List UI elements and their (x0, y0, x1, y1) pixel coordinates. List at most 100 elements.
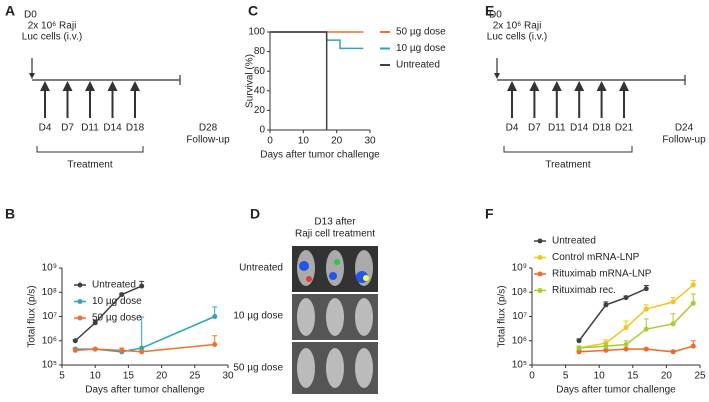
y-tick-label: 20 (254, 105, 266, 116)
data-point (92, 320, 98, 326)
x-tick-label: 20 (156, 371, 168, 382)
data-point (119, 292, 125, 298)
data-point (72, 338, 78, 344)
y-tick-label: 10⁶ (42, 335, 57, 346)
start-label: D0 (489, 10, 502, 21)
legend-marker (537, 238, 543, 244)
bracket-label: Treatment (67, 160, 112, 171)
series-line (74, 285, 142, 342)
cells-label: Luc cells (i.v.) (487, 32, 547, 43)
y-axis-label: Total flux (p/s) (497, 285, 508, 347)
data-point (139, 345, 145, 351)
error-bar (139, 316, 145, 349)
legend-label: Rituximab mRNA-LNP (552, 269, 652, 280)
data-point (690, 282, 696, 288)
legend-label: 50 µg dose (396, 27, 446, 38)
data-point (603, 347, 609, 353)
legend-marker (537, 288, 543, 293)
y-tick-label: 10⁵ (512, 360, 527, 371)
y-tick-label: 10⁵ (42, 360, 57, 371)
data-point (670, 349, 676, 355)
x-tick-label: 10 (594, 371, 606, 382)
x-tick-label: 25 (694, 371, 706, 382)
series-line (578, 284, 694, 349)
y-tick-label: 10⁹ (42, 263, 57, 274)
x-tick-label: 25 (189, 371, 201, 382)
day-label: D14 (103, 123, 122, 134)
data-point (643, 346, 649, 352)
x-tick-label: 10 (90, 371, 102, 382)
legend-marker (77, 299, 83, 304)
y-tick-label: 40 (254, 85, 266, 96)
bracket (36, 146, 144, 153)
data-point (670, 299, 676, 305)
imaging-title: D13 after (314, 217, 356, 228)
data-point (670, 321, 676, 327)
x-tick-label: 15 (627, 371, 639, 382)
imaging-title: Raji cell treatment (295, 229, 375, 240)
panel-label: C (248, 3, 258, 19)
data-point (603, 343, 609, 349)
cells-label: Luc cells (i.v.) (22, 32, 82, 43)
series-line (578, 288, 647, 342)
panel-label: F (485, 206, 494, 222)
y-tick-label: 100 (248, 27, 265, 38)
imaging-row-label: 10 µg dose (233, 311, 283, 322)
x-tick-label: 30 (222, 371, 234, 382)
x-tick-label: 15 (123, 371, 135, 382)
y-axis-label: Survival (%) (245, 54, 256, 108)
day-label: D18 (592, 123, 611, 134)
panel-label: D (250, 206, 260, 222)
data-point (690, 300, 696, 306)
bracket-label: Treatment (545, 160, 590, 171)
data-point (623, 346, 629, 352)
x-tick-label: 10 (298, 136, 310, 147)
legend-label: Untreated (92, 280, 136, 291)
series-line (270, 31, 328, 130)
data-point (212, 314, 218, 319)
bracket (503, 146, 633, 153)
y-tick-label: 10⁸ (512, 287, 527, 298)
panel-label: E (485, 3, 494, 19)
legend-marker (537, 255, 543, 260)
imaging-row-label: 50 µg dose (233, 363, 283, 374)
legend-label: 10 µg dose (396, 43, 446, 54)
x-axis-label: Days after tumor challenge (556, 385, 676, 396)
series-line (270, 31, 364, 50)
x-axis-label: Days after tumor challenge (260, 150, 380, 161)
y-tick-label: 10⁷ (512, 311, 527, 322)
legend-label: Untreated (396, 60, 440, 71)
imaging-panel (292, 246, 378, 394)
data-point (576, 338, 582, 344)
data-point (119, 347, 125, 353)
day-label: D4 (39, 123, 52, 134)
legend-marker (537, 271, 543, 277)
day-label: D11 (81, 123, 99, 134)
y-tick-label: 10⁷ (42, 311, 57, 322)
panel-label: A (5, 3, 15, 19)
panel-label: B (5, 206, 15, 222)
day-label: D14 (570, 123, 589, 134)
y-tick-label: 0 (259, 125, 265, 136)
imaging-row-label: Untreated (239, 263, 283, 274)
x-axis-label: Days after tumor challenge (85, 385, 205, 396)
day-label: D18 (126, 123, 145, 134)
day-label: D4 (506, 123, 519, 134)
data-point (603, 302, 609, 308)
legend-label: Rituximab rec. (552, 285, 616, 296)
x-tick-label: 0 (267, 136, 273, 147)
end-label: D28 (199, 123, 218, 134)
legend-label: Control mRNA-LNP (552, 252, 640, 263)
day-label: D7 (528, 123, 541, 134)
data-point (576, 349, 582, 355)
legend-marker (77, 315, 83, 321)
data-point (623, 295, 629, 301)
data-point (643, 286, 649, 292)
x-tick-label: 5 (563, 371, 569, 382)
y-tick-label: 60 (254, 66, 266, 77)
cells-label: 2x 10⁶ Raji (493, 21, 542, 32)
day-label: D7 (61, 123, 74, 134)
data-point (643, 326, 649, 332)
y-tick-label: 10⁸ (42, 287, 57, 298)
